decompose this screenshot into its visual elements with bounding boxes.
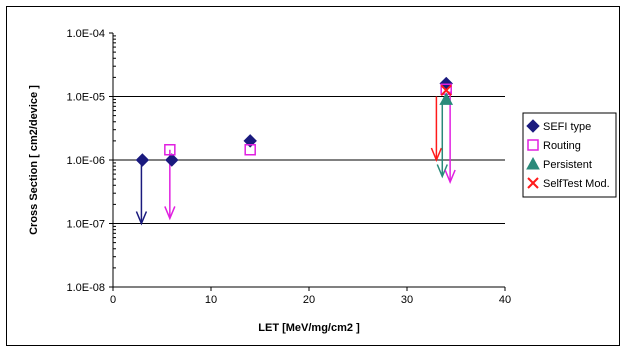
x-tick-label: 30 — [401, 294, 413, 306]
point-triangle-2-0 — [439, 92, 454, 105]
y-tick-label: 1.0E-08 — [66, 282, 105, 294]
legend-marker-1 — [527, 139, 539, 151]
y-tick-label: 1.0E-05 — [66, 92, 105, 104]
arrow-head-3 — [436, 164, 448, 179]
legend: SEFI type Routing Persistent SelfTest Mod. — [522, 112, 617, 198]
legend-marker-3-stroke-b — [527, 177, 539, 189]
legend-marker-0 — [526, 119, 540, 133]
y-tick-label: 1.0E-07 — [66, 219, 105, 231]
x-tick-label: 10 — [205, 294, 217, 306]
axes — [109, 32, 506, 291]
arrow-head-1 — [164, 206, 176, 221]
x-tick-label: 0 — [110, 294, 116, 306]
point-x-3-0 — [440, 84, 452, 97]
point-x-3-0-stroke-b — [440, 84, 452, 97]
chart-frame: 1.0E-08 1.0E-07 1.0E-06 1.0E-05 1.0E-04 0 10 20… — [6, 6, 620, 346]
arrow-head-2 — [430, 147, 443, 162]
tick-labels: 1.0E-08 1.0E-07 1.0E-06 1.0E-05 1.0E-04 0 10 20… — [66, 28, 511, 306]
legend-label-0: SEFI type — [543, 121, 591, 133]
legend-marker-2 — [526, 156, 540, 170]
arrow-head-4 — [444, 169, 456, 184]
point-diamond-0-1 — [165, 153, 179, 167]
legend-marker-3 — [527, 177, 539, 189]
x-tick-label: 40 — [499, 294, 511, 306]
legend-label-2: Persistent — [543, 159, 592, 171]
y-tick-label: 1.0E-06 — [66, 155, 105, 167]
cross-section-chart: 1.0E-08 1.0E-07 1.0E-06 1.0E-05 1.0E-04 0 10 20… — [28, 28, 617, 334]
arrows — [135, 91, 456, 226]
x-tick-label: 20 — [303, 294, 315, 306]
arrow-head-0 — [135, 211, 148, 226]
point-open-square-1-0 — [164, 144, 176, 156]
point-diamond-0-2 — [243, 134, 257, 148]
legend-label-3: SelfTest Mod. — [543, 178, 610, 190]
x-axis-title: LET [MeV/mg/cm2 ] — [258, 322, 360, 334]
point-open-square-1-1 — [244, 144, 256, 156]
y-axis-title: Cross Section [ cm2/device ] — [28, 85, 40, 235]
y-tick-label: 1.0E-04 — [66, 28, 105, 40]
legend-label-1: Routing — [543, 140, 581, 152]
point-diamond-0-0 — [135, 153, 150, 167]
data-markers — [135, 76, 454, 167]
